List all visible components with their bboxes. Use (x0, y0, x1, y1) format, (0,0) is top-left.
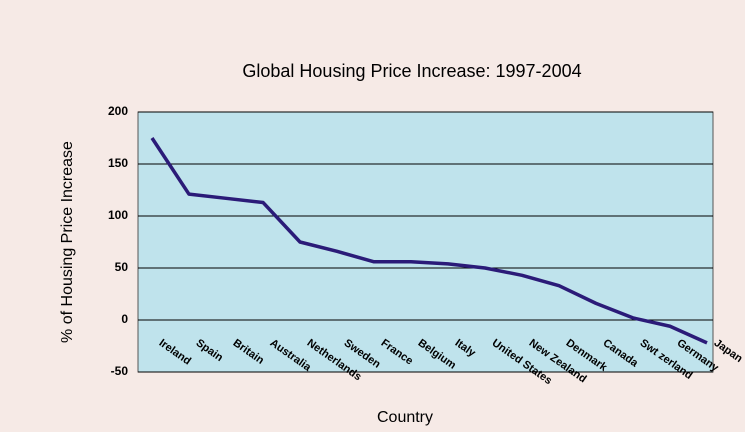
y-tick-label: -50 (111, 364, 129, 378)
line (150, 137, 708, 345)
y-tick-label: 100 (108, 208, 128, 222)
chart-title: Global Housing Price Increase: 1997-2004 (242, 61, 581, 81)
x-axis-label: Country (377, 409, 433, 426)
plot-area (137, 111, 714, 373)
y-tick-label: 150 (108, 156, 128, 170)
y-tick-label: 50 (115, 260, 129, 274)
y-tick-label: 0 (121, 312, 128, 326)
y-axis-label: % of Housing Price Increase (59, 141, 76, 343)
y-tick-label: 200 (108, 104, 128, 118)
